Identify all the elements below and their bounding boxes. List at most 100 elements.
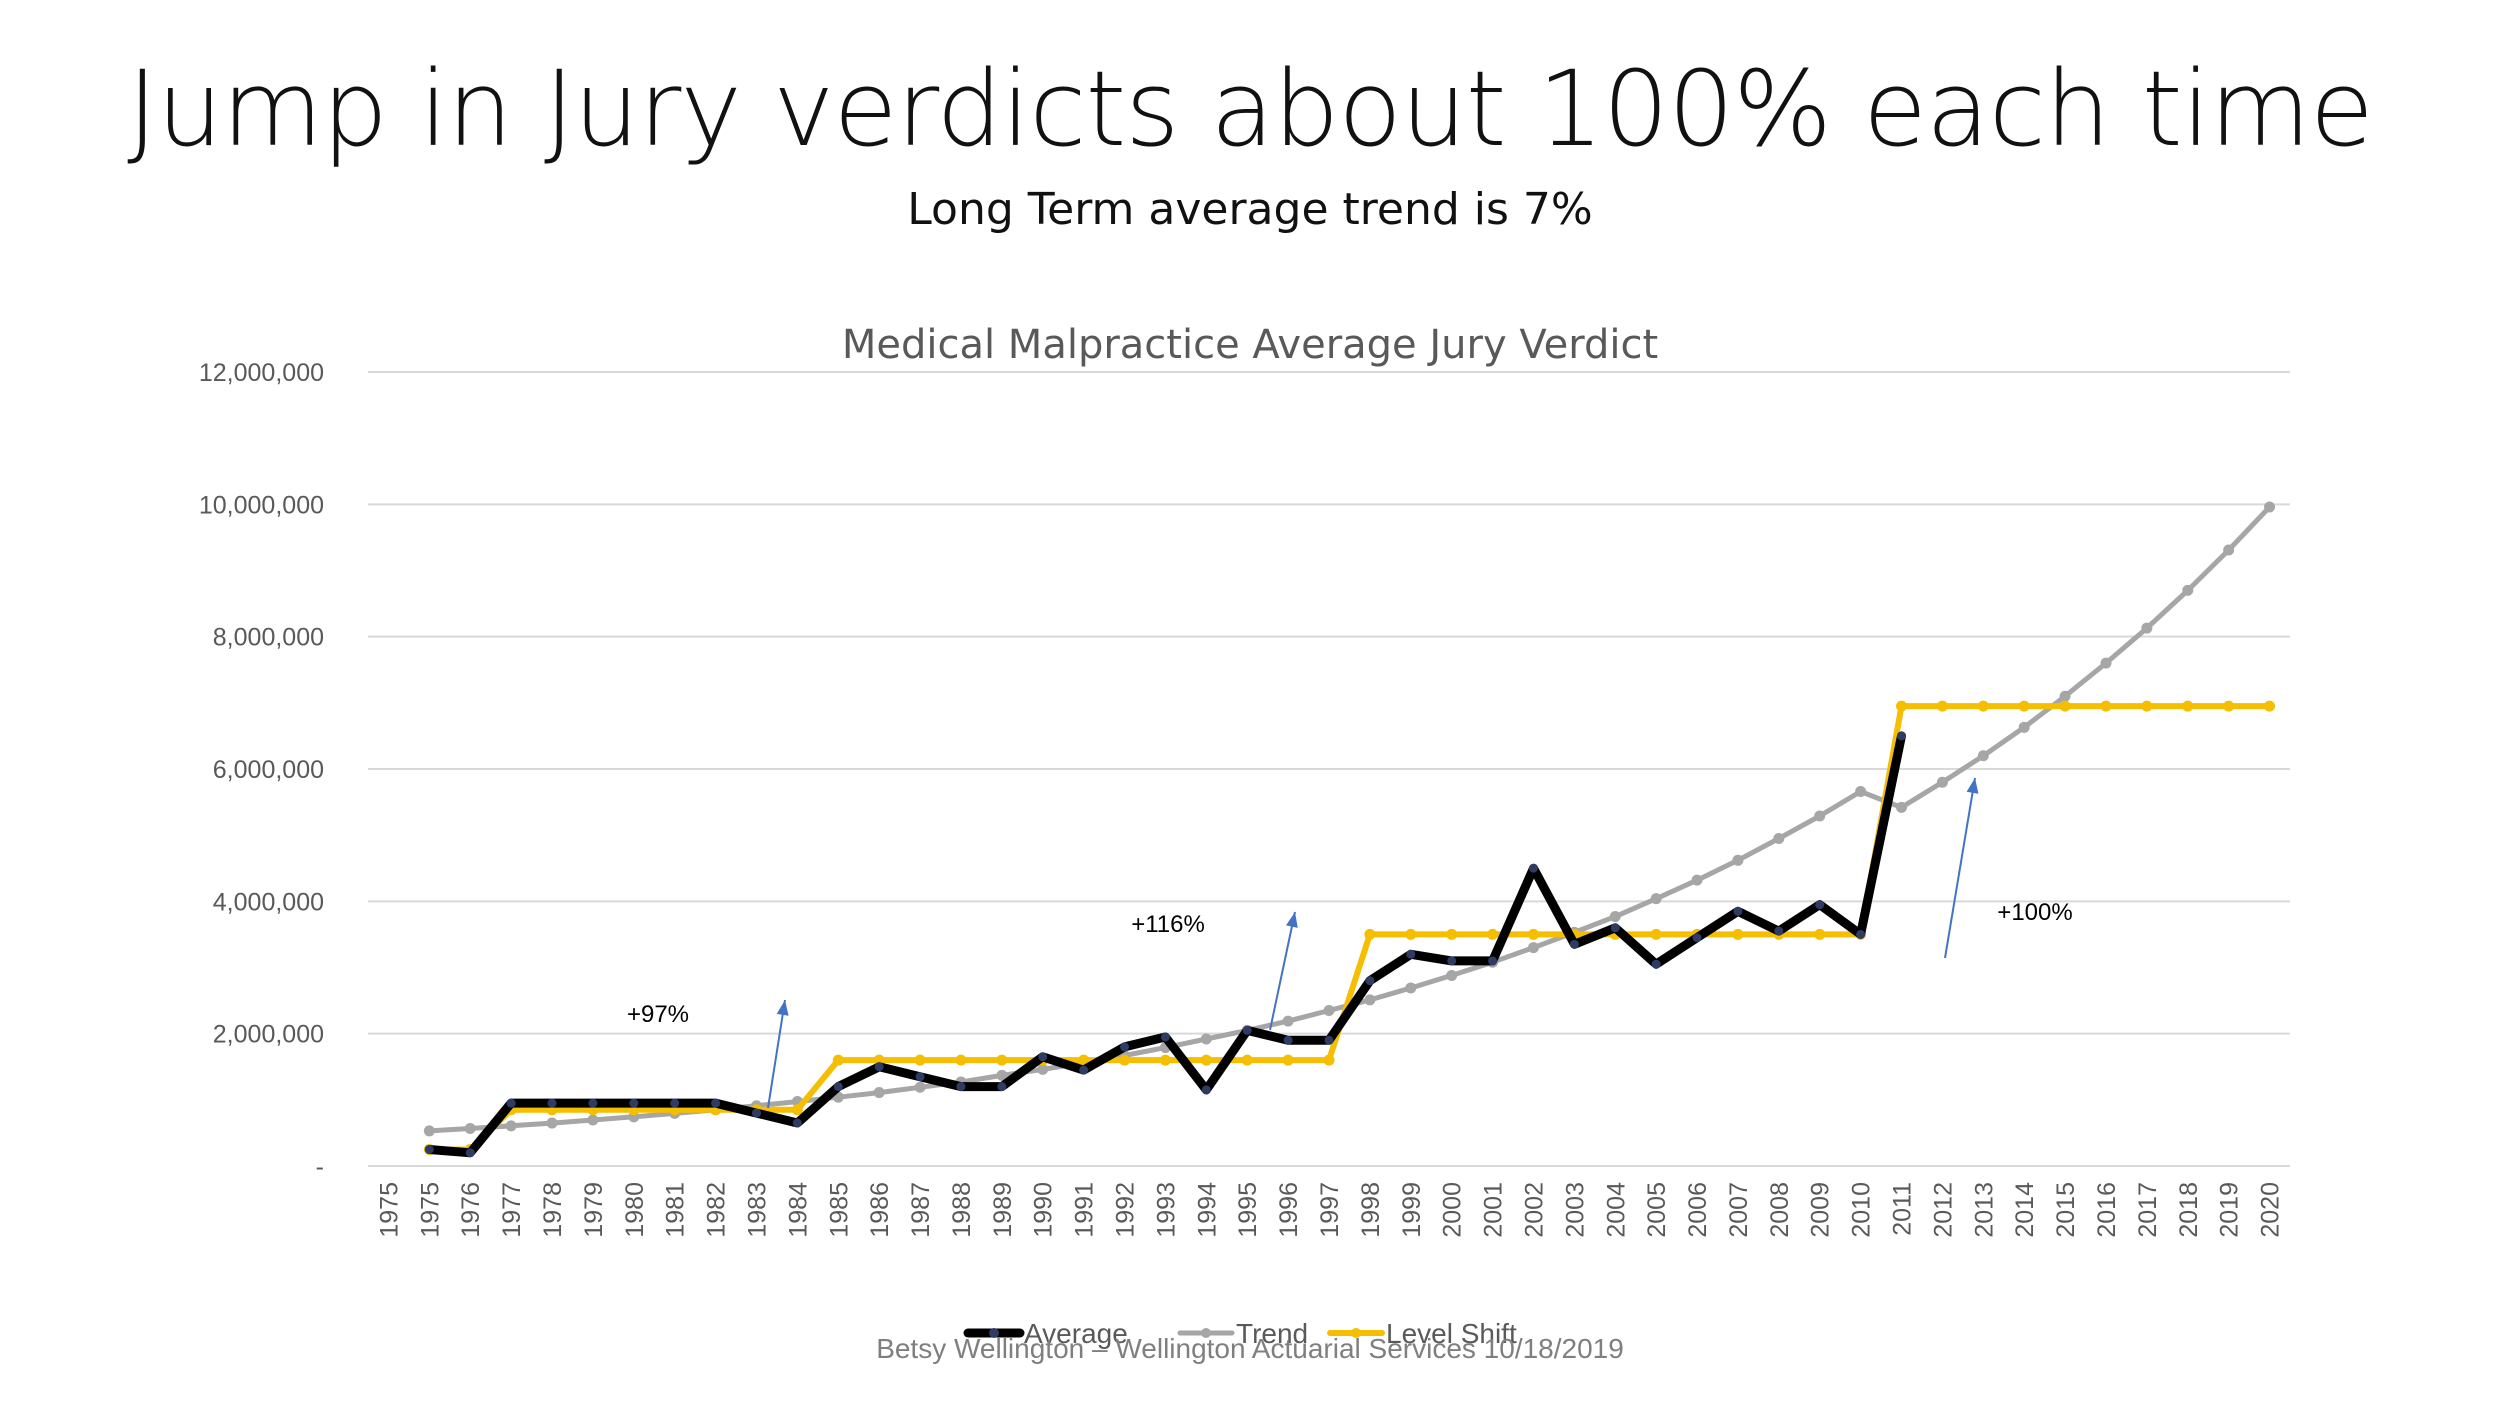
average-point: [1815, 900, 1825, 910]
trend-point: [1650, 893, 1662, 905]
trend-point: [1446, 969, 1458, 981]
average-point: [1897, 731, 1907, 741]
x-tick-label: 1985: [825, 1182, 853, 1238]
trend-point: [1732, 854, 1744, 866]
arrowhead-icon: [1286, 912, 1298, 928]
level-shift-point: [1119, 1054, 1131, 1066]
level-shift-point: [1732, 928, 1744, 940]
average-point: [670, 1098, 680, 1108]
annotation-arrow: [1944, 777, 1976, 959]
trend-point: [546, 1117, 558, 1129]
level-shift-point: [996, 1054, 1008, 1066]
level-shift-point: [1527, 928, 1539, 940]
trend-point: [2182, 584, 2194, 596]
x-tick-label: 2002: [1520, 1182, 1548, 1238]
legend-label: Trend: [1236, 1318, 1308, 1349]
y-tick-label: 10,000,000: [199, 491, 324, 519]
average-point: [1733, 906, 1743, 916]
trend-point: [1896, 801, 1908, 813]
average-point: [424, 1144, 434, 1154]
arrowhead-icon: [1966, 778, 1979, 794]
x-tick-label: 1996: [1275, 1182, 1303, 1238]
x-tick-label: 1975: [416, 1182, 444, 1238]
average-series-line: [424, 731, 1906, 1158]
gridlines: [368, 371, 2290, 1167]
annotation-label: +100%: [1997, 899, 2072, 926]
x-tick-label: 1989: [989, 1182, 1017, 1238]
chart-title: Medical Malpractice Average Jury Verdict: [842, 322, 1658, 368]
series-layer: [423, 501, 2276, 1158]
x-tick-label: 2008: [1766, 1182, 1794, 1238]
x-tick-label: 1976: [457, 1182, 485, 1238]
level-shift-point: [1936, 700, 1948, 712]
average-point: [1324, 1035, 1334, 1045]
trend-point: [996, 1069, 1008, 1081]
y-tick-label: -: [316, 1153, 324, 1181]
trend-point: [1814, 810, 1826, 822]
average-point: [1038, 1052, 1048, 1062]
trend-point: [1323, 1005, 1335, 1017]
y-tick-label: 6,000,000: [213, 756, 324, 784]
average-point: [874, 1062, 884, 1072]
level-shift-point: [1405, 928, 1417, 940]
trend-point: [423, 1125, 435, 1137]
annotation-label: +97%: [627, 1001, 689, 1028]
level-shift-point: [1078, 1054, 1090, 1066]
x-tick-label: 2017: [2134, 1182, 2162, 1238]
x-tick-label: 1993: [1152, 1182, 1180, 1238]
x-tick-label: 1994: [1193, 1182, 1221, 1238]
average-point: [1774, 926, 1784, 936]
x-tick-label: 2007: [1725, 1182, 1753, 1238]
x-tick-label: 2011: [1889, 1182, 1917, 1236]
average-point: [588, 1098, 598, 1108]
x-tick-label: 2016: [2093, 1182, 2121, 1238]
level-shift-point: [1487, 928, 1499, 940]
level-shift-point: [2223, 700, 2235, 712]
average-point: [1242, 1025, 1252, 1035]
average-point: [1651, 959, 1661, 969]
level-shift-point: [1241, 1054, 1253, 1066]
x-tick-label: 1984: [784, 1182, 812, 1238]
trend-point: [1200, 1033, 1212, 1045]
average-point: [997, 1082, 1007, 1092]
level-shift-point: [2141, 700, 2153, 712]
level-shift-point: [832, 1054, 844, 1066]
trend-point: [1405, 982, 1417, 994]
average-point: [1201, 1085, 1211, 1095]
trend-point: [505, 1120, 517, 1132]
trend-point: [1977, 750, 1989, 762]
level-shift-point: [1282, 1054, 1294, 1066]
y-tick-label: 8,000,000: [213, 624, 324, 652]
average-point: [1528, 863, 1538, 873]
level-shift-point: [2059, 700, 2071, 712]
trend-point: [2141, 622, 2153, 634]
average-point: [465, 1148, 475, 1158]
level-shift-point: [1200, 1054, 1212, 1066]
average-point: [751, 1108, 761, 1118]
trend-point: [2223, 544, 2235, 556]
level-shift-point: [1364, 928, 1376, 940]
level-shift-point: [1323, 1054, 1335, 1066]
slide-title: Jump in Jury verdicts about 100% each ti…: [127, 48, 2374, 170]
y-tick-label: 2,000,000: [213, 1021, 324, 1049]
level-shift-point: [2018, 700, 2030, 712]
x-tick-label: 1995: [1234, 1182, 1262, 1238]
average-point: [629, 1098, 639, 1108]
x-tick-label: 2001: [1480, 1182, 1508, 1238]
trend-point: [2059, 690, 2071, 702]
x-tick-label: 1982: [703, 1182, 731, 1238]
level-shift-point: [914, 1054, 926, 1066]
legend-label: Average: [1024, 1318, 1128, 1349]
x-tick-label: 2006: [1684, 1182, 1712, 1238]
x-tick-label: 2005: [1643, 1182, 1671, 1238]
x-tick-label: 2010: [1848, 1182, 1876, 1238]
trend-point: [1773, 832, 1785, 844]
x-tick-label: 2009: [1807, 1182, 1835, 1238]
annotations: +97% +116% +100%: [627, 777, 2073, 1109]
slide-subtitle: Long Term average trend is 7%: [907, 184, 1593, 235]
arrowhead-icon: [776, 1000, 789, 1016]
trend-point: [2264, 501, 2276, 513]
y-tick-label: 4,000,000: [213, 888, 324, 916]
footer-credit: Betsy Wellington – Wellington Actuarial …: [876, 1333, 1624, 1364]
